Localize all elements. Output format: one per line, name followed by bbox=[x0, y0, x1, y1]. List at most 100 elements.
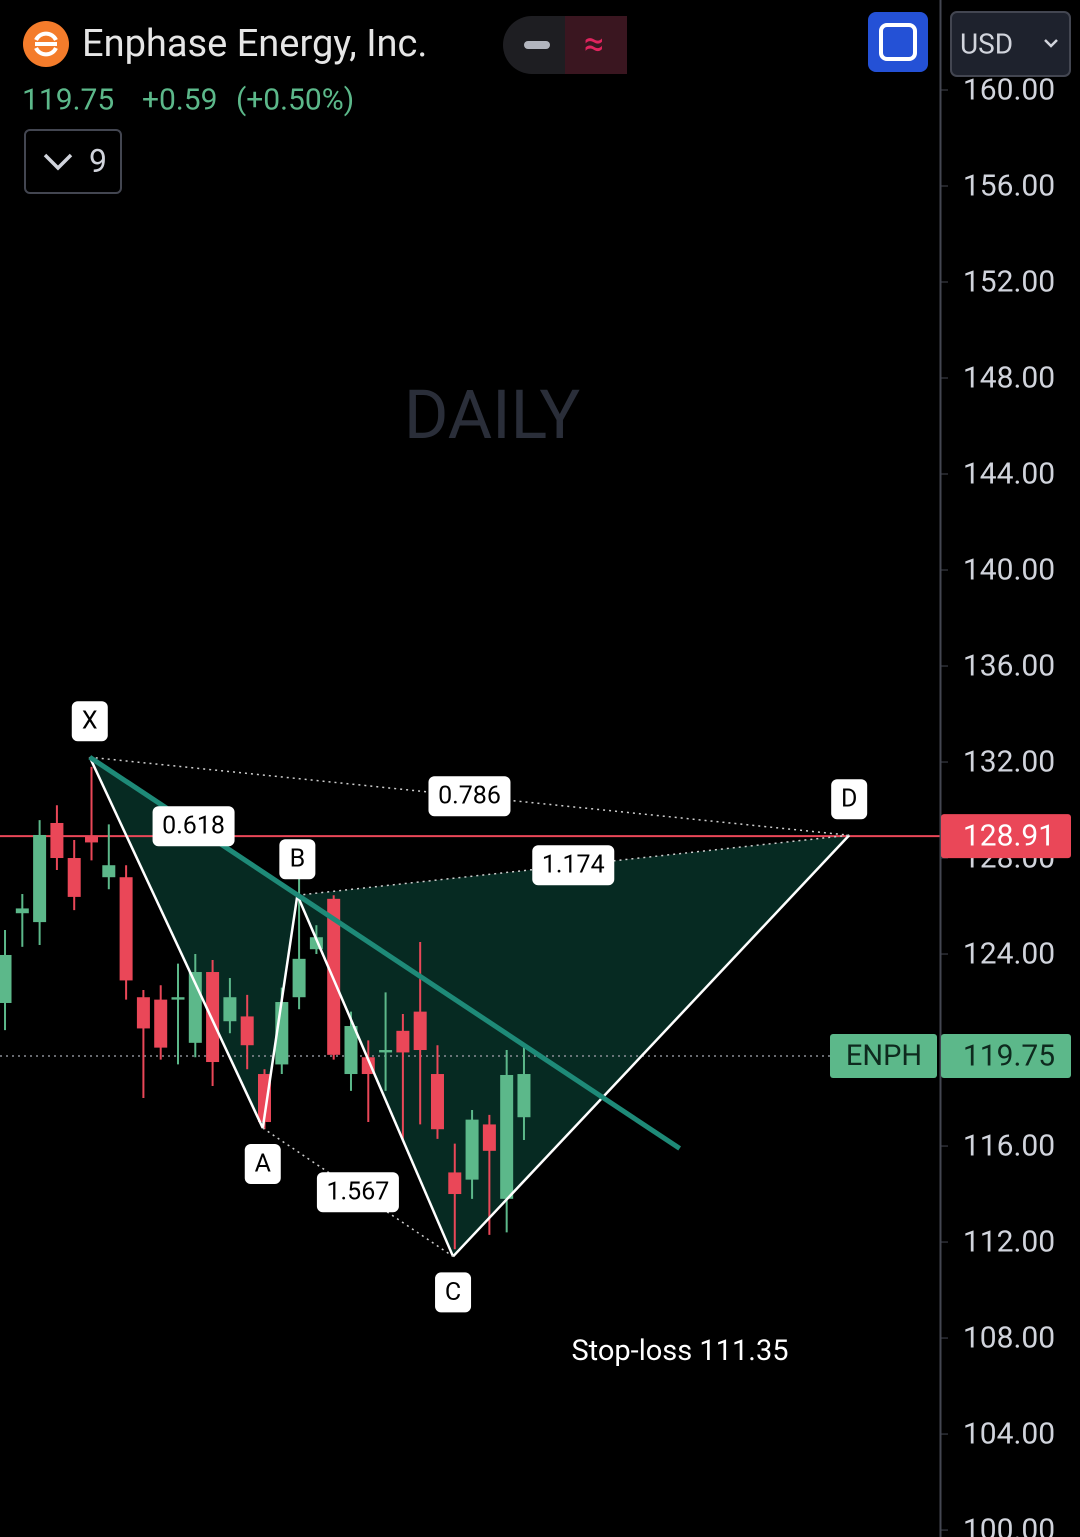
candle-body bbox=[517, 1074, 531, 1118]
candle-body bbox=[50, 822, 64, 859]
label-box bbox=[244, 1144, 281, 1185]
y-tick-label: 140.00 bbox=[963, 553, 1055, 588]
ratio-label: 1.567 bbox=[316, 1172, 399, 1213]
y-tick-label: 116.00 bbox=[963, 1129, 1055, 1164]
candle-body bbox=[448, 1172, 462, 1195]
y-tick-label: 148.00 bbox=[963, 361, 1055, 396]
y-tick-label: 144.00 bbox=[963, 457, 1055, 492]
alert-price-box bbox=[941, 814, 1071, 859]
point-text: X bbox=[82, 707, 98, 736]
y-tick-label: 152.00 bbox=[963, 265, 1055, 300]
symbol-box bbox=[830, 1034, 937, 1079]
candle-body bbox=[15, 908, 29, 914]
point-label: A bbox=[244, 1144, 281, 1185]
candle-body bbox=[206, 972, 220, 1063]
candle-body bbox=[171, 997, 185, 1000]
watermark: DAILY bbox=[404, 375, 580, 455]
point-label: D bbox=[831, 779, 868, 820]
ratio-label: 0.618 bbox=[152, 806, 235, 847]
chevron bbox=[43, 153, 73, 171]
currency-select[interactable] bbox=[950, 11, 1071, 77]
y-tick-label: 112.00 bbox=[963, 1225, 1055, 1260]
symbol-label: ENPH bbox=[846, 1039, 922, 1073]
indicator-count: 9 bbox=[89, 142, 107, 180]
candle-body bbox=[0, 954, 12, 1003]
point-text: A bbox=[255, 1150, 271, 1179]
candle-body bbox=[413, 1011, 427, 1051]
ratio-line bbox=[89, 756, 850, 836]
ratio-label: 0.786 bbox=[428, 776, 511, 817]
ratio-text: 0.618 bbox=[162, 812, 225, 841]
pattern-leg bbox=[88, 756, 264, 1129]
alert-price-label: 128.91 bbox=[963, 819, 1055, 854]
candle-body bbox=[223, 997, 237, 1022]
plot: 0.618 1.567 1.174 0.786 X A B C D Stop-loss 111.3… bbox=[0, 701, 940, 1368]
logo-glyph bbox=[34, 31, 58, 57]
symbol-title: Enphase Energy, Inc. bbox=[82, 22, 427, 66]
point-text: C bbox=[445, 1278, 461, 1307]
toggle-active[interactable] bbox=[565, 16, 627, 74]
fullscreen-button[interactable] bbox=[868, 12, 928, 72]
ratio-text: 0.786 bbox=[438, 782, 501, 811]
point-text: B bbox=[290, 845, 306, 874]
candle-body bbox=[465, 1119, 479, 1180]
price-axis: 100.00104.00108.00112.00116.00120.00124.… bbox=[830, 73, 1071, 1537]
candle-body bbox=[292, 958, 306, 998]
point-label: B bbox=[279, 839, 316, 880]
ratio-text: 1.567 bbox=[327, 1178, 390, 1207]
last-price: 119.75 bbox=[22, 83, 114, 118]
y-tick-label: 100.00 bbox=[963, 1513, 1055, 1537]
indicator-toggle[interactable] bbox=[24, 129, 122, 194]
wave-icon: ≈ bbox=[584, 23, 604, 65]
pattern-leg bbox=[261, 895, 299, 1129]
last-price-label: 119.75 bbox=[963, 1039, 1055, 1074]
candle-body bbox=[482, 1124, 496, 1151]
minus-icon bbox=[524, 41, 550, 49]
label-box bbox=[428, 776, 511, 817]
label-box bbox=[152, 806, 235, 847]
point-label: C bbox=[435, 1272, 472, 1313]
candle-body bbox=[85, 836, 99, 843]
candle-body bbox=[240, 1016, 254, 1046]
y-tick-label: 124.00 bbox=[963, 937, 1055, 972]
price-change: +0.59 bbox=[142, 83, 218, 118]
y-tick-label: 132.00 bbox=[963, 745, 1055, 780]
candle-body bbox=[136, 997, 150, 1029]
chevron bbox=[1044, 39, 1058, 48]
label-box bbox=[532, 845, 615, 886]
ratio-text: 1.174 bbox=[542, 851, 605, 880]
y-tick-label: 160.00 bbox=[963, 73, 1055, 108]
pattern-leg bbox=[452, 834, 851, 1258]
candle-body bbox=[67, 858, 81, 897]
y-tick-label: 104.00 bbox=[963, 1417, 1055, 1452]
ratio-label: 1.174 bbox=[532, 845, 615, 886]
y-tick-label: 108.00 bbox=[963, 1321, 1055, 1356]
pattern-fill bbox=[297, 835, 850, 1257]
label-box bbox=[316, 1172, 399, 1213]
label-box bbox=[435, 1272, 472, 1313]
candle-body bbox=[396, 1030, 410, 1053]
label-box bbox=[831, 779, 868, 820]
price-change-pct: (+0.50%) bbox=[236, 83, 354, 118]
label-box bbox=[71, 701, 108, 742]
fullscreen-icon bbox=[879, 23, 917, 61]
candle-body bbox=[154, 999, 168, 1048]
candle-body bbox=[379, 1050, 393, 1053]
candle-body bbox=[430, 1074, 444, 1130]
y-tick-label: 156.00 bbox=[963, 169, 1055, 204]
candle-body bbox=[500, 1074, 514, 1199]
currency: USD bbox=[960, 28, 1013, 61]
point-text: D bbox=[841, 785, 857, 814]
y-tick-label: 136.00 bbox=[963, 649, 1055, 684]
candle-body bbox=[119, 877, 133, 981]
point-label: X bbox=[71, 701, 108, 742]
last-price-box bbox=[941, 1034, 1071, 1079]
candle-body bbox=[102, 865, 116, 878]
annotation: Stop-loss 111.35 bbox=[571, 1334, 788, 1368]
candle-body bbox=[344, 1026, 358, 1075]
label-box bbox=[279, 839, 316, 880]
pattern-leg bbox=[296, 894, 455, 1257]
candle-body bbox=[33, 834, 47, 923]
